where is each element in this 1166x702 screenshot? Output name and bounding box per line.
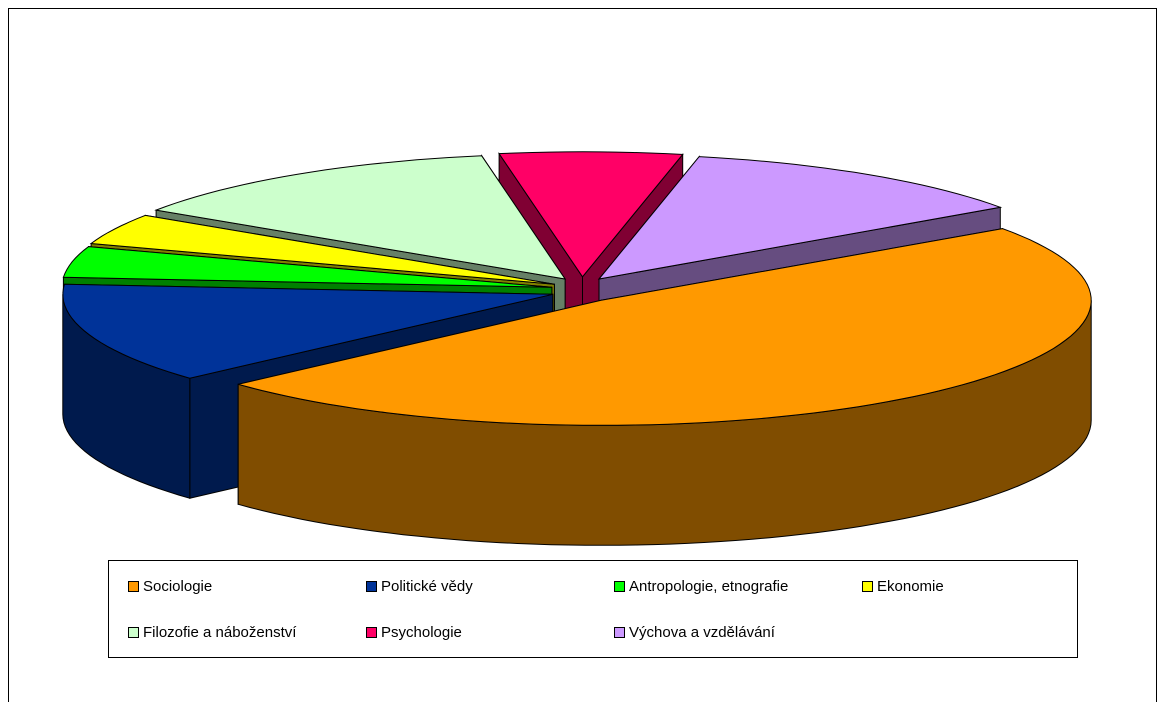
legend-swatch <box>366 581 377 592</box>
slice <box>237 228 1092 546</box>
legend-label: Antropologie, etnografie <box>629 578 788 595</box>
legend <box>108 560 1078 658</box>
legend-label: Politické vědy <box>381 578 473 595</box>
legend-swatch <box>366 627 377 638</box>
legend-label: Filozofie a náboženství <box>143 624 297 641</box>
legend-label: Sociologie <box>143 578 212 595</box>
legend-swatch <box>614 581 625 592</box>
legend-items: Sociologie Politické vědy Antropologie, et… <box>128 578 944 641</box>
pie <box>62 151 1092 546</box>
legend-swatch <box>862 581 873 592</box>
slice-top <box>62 246 552 288</box>
slice-top <box>62 283 553 379</box>
slice-top <box>89 214 555 285</box>
slice-top <box>597 156 1003 280</box>
slice-top <box>498 151 684 278</box>
legend-swatch <box>614 627 625 638</box>
legend-swatch <box>128 627 139 638</box>
legend-swatch <box>128 581 139 592</box>
legend-label: Psychologie <box>381 624 462 641</box>
slice-top <box>154 155 567 280</box>
slice-top <box>238 228 1092 426</box>
legend-label: Ekonomie <box>877 578 944 595</box>
legend-label: Výchova a vzdělávání <box>629 624 776 641</box>
